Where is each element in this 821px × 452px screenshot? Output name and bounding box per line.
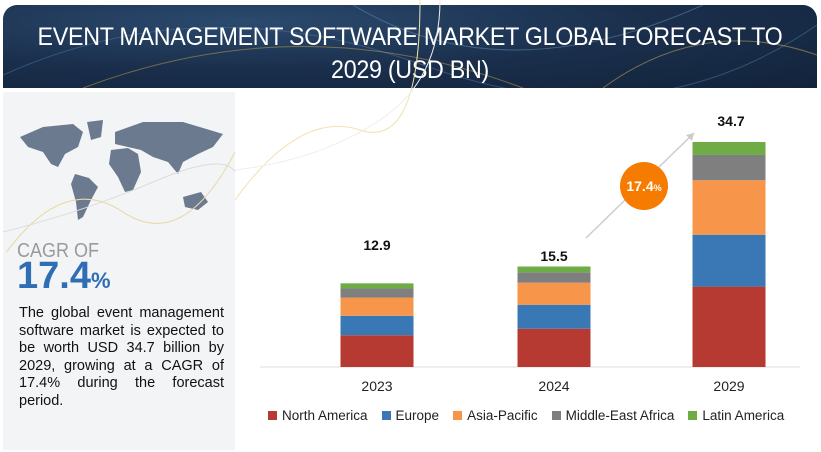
bar-segment-europe-2024 bbox=[517, 304, 591, 329]
legend-item: Middle-East Africa bbox=[551, 408, 675, 423]
bar-segment-latin-america-2023 bbox=[340, 283, 414, 289]
bar-segment-north-america-2024 bbox=[517, 328, 591, 367]
summary-panel bbox=[3, 92, 235, 450]
network-lines-decoration bbox=[3, 5, 817, 88]
bar-total-label: 34.7 bbox=[717, 113, 744, 129]
bar-total-label: 15.5 bbox=[540, 248, 567, 264]
legend-label: Middle-East Africa bbox=[565, 408, 675, 423]
bar-segment-asia-pacific-2024 bbox=[517, 282, 591, 305]
legend-item: Asia-Pacific bbox=[453, 408, 538, 423]
x-tick-label: 2024 bbox=[538, 378, 569, 394]
legend-label: Latin America bbox=[702, 408, 785, 423]
bar-segment-europe-2023 bbox=[340, 315, 414, 336]
legend-label: Asia-Pacific bbox=[467, 408, 538, 423]
legend: North America Europe Asia-Pacific Middle-Ea… bbox=[268, 408, 784, 423]
legend-item: Europe bbox=[381, 408, 440, 423]
cagr-unit: % bbox=[90, 268, 111, 293]
cagr-label: CAGR OF bbox=[17, 240, 100, 262]
legend-item: North America bbox=[268, 408, 368, 423]
bar-segment-middle-east-africa-2024 bbox=[517, 272, 591, 283]
cagr-value: 17.4% bbox=[17, 255, 111, 298]
market-description: The global event management software mar… bbox=[19, 305, 224, 409]
page-title: EVENT MANAGEMENT SOFTWARE MARKET GLOBAL … bbox=[37, 23, 783, 84]
legend-item: Latin America bbox=[688, 408, 784, 423]
legend-swatch bbox=[381, 411, 391, 420]
cagr-bubble-value: 17.4 bbox=[626, 178, 653, 194]
x-tick-label: 2029 bbox=[713, 378, 744, 394]
legend-swatch bbox=[453, 411, 463, 420]
bar-segment-north-america-2023 bbox=[340, 335, 414, 367]
legend-swatch bbox=[551, 411, 561, 420]
svg-text:17.4%: 17.4% bbox=[626, 178, 661, 194]
cagr-number: 17.4 bbox=[17, 255, 91, 297]
legend-label: Europe bbox=[395, 408, 440, 423]
header-banner: EVENT MANAGEMENT SOFTWARE MARKET GLOBAL … bbox=[3, 5, 817, 88]
decorative-curve bbox=[234, 0, 441, 171]
growth-arrow-head bbox=[686, 133, 694, 141]
bar-total-label: 12.9 bbox=[363, 237, 390, 253]
legend-swatch bbox=[688, 411, 698, 420]
cagr-bubble-circle bbox=[620, 162, 668, 210]
cagr-bubble: 17.4% bbox=[620, 162, 668, 210]
x-tick-label: 2023 bbox=[361, 378, 392, 394]
bar-segment-asia-pacific-2029 bbox=[692, 180, 766, 235]
bar-segment-europe-2029 bbox=[692, 234, 766, 287]
decorative-curve bbox=[234, 0, 421, 201]
cagr-bubble-unit: % bbox=[654, 183, 662, 193]
legend-label: North America bbox=[282, 408, 368, 423]
bar-segment-asia-pacific-2023 bbox=[340, 297, 414, 316]
legend-swatch bbox=[268, 411, 277, 420]
bar-segment-north-america-2029 bbox=[692, 286, 766, 367]
bar-segment-latin-america-2029 bbox=[692, 142, 766, 155]
bar-segment-middle-east-africa-2023 bbox=[340, 288, 414, 298]
bar-segment-latin-america-2024 bbox=[517, 266, 591, 273]
bar-segment-middle-east-africa-2029 bbox=[692, 154, 766, 181]
world-map-icon bbox=[3, 120, 235, 252]
